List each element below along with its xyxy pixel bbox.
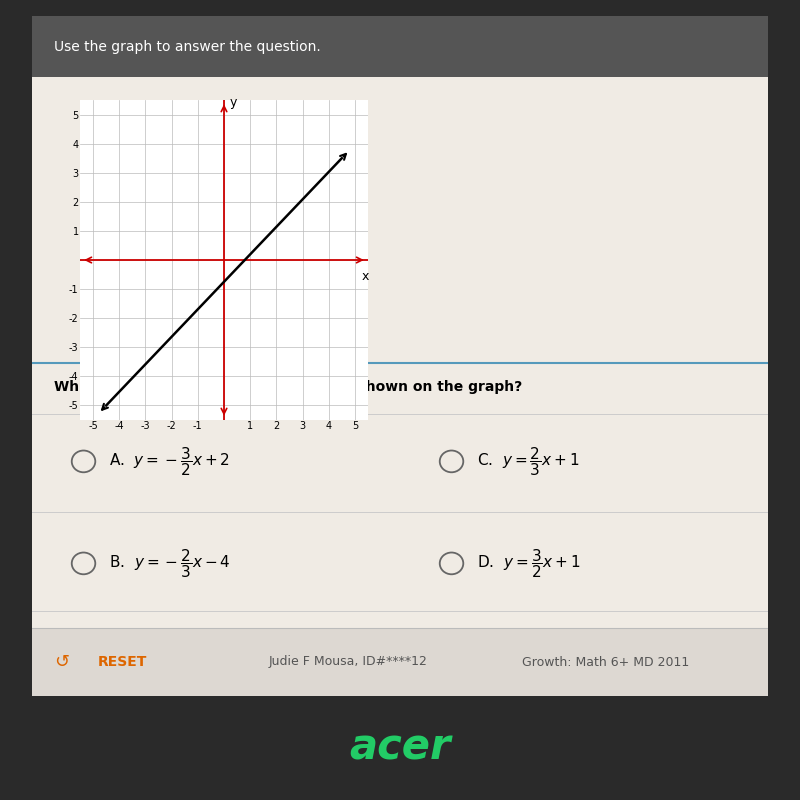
Text: ↺: ↺ [54, 653, 69, 671]
Text: C.  $y = \dfrac{2}{3}x + 1$: C. $y = \dfrac{2}{3}x + 1$ [478, 445, 580, 478]
Bar [32, 16, 768, 77]
Text: Judie F Mousa, ID#****12: Judie F Mousa, ID#****12 [269, 655, 428, 669]
Text: A.  $y = -\dfrac{3}{2}x + 2$: A. $y = -\dfrac{3}{2}x + 2$ [110, 445, 230, 478]
Text: acer: acer [350, 727, 450, 769]
Text: B.  $y = -\dfrac{2}{3}x - 4$: B. $y = -\dfrac{2}{3}x - 4$ [110, 547, 231, 580]
Text: Growth: Math 6+ MD 2011: Growth: Math 6+ MD 2011 [522, 655, 690, 669]
Text: Use the graph to answer the question.: Use the graph to answer the question. [54, 39, 321, 54]
Text: y: y [230, 97, 237, 110]
Text: D.  $y = \dfrac{3}{2}x + 1$: D. $y = \dfrac{3}{2}x + 1$ [478, 547, 581, 580]
Text: Which line is perpendicular to the line shown on the graph?: Which line is perpendicular to the line … [54, 379, 522, 394]
Bar [32, 628, 768, 696]
Text: RESET: RESET [98, 655, 148, 669]
Text: x: x [362, 270, 369, 282]
